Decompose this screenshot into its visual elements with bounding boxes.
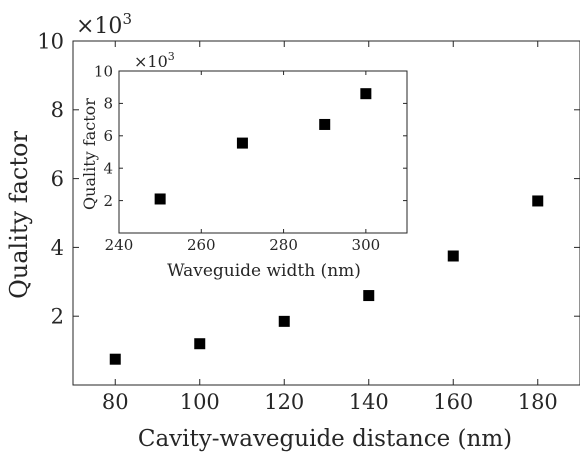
main-y-axis-label: Quality factor [5, 131, 33, 299]
main-data-point [447, 250, 459, 262]
main-y-tick-label: 8 [51, 98, 64, 122]
inset-plot-area [119, 71, 407, 233]
main-x-tick-label: 160 [433, 390, 473, 414]
inset-y-tick-label: 2 [103, 192, 113, 210]
main-exponent: ×103 [76, 10, 132, 39]
main-y-tick-label: 10 [37, 29, 64, 53]
main-data-point [109, 353, 121, 365]
inset-data-point [154, 193, 166, 205]
main-y-tick-label: 2 [51, 305, 64, 329]
inset-exponent: ×103 [134, 50, 175, 71]
inset-y-tick-label: 4 [103, 159, 113, 177]
main-x-tick-label: 80 [102, 390, 129, 414]
main-y-tick-label: 6 [51, 167, 64, 191]
main-x-axis-label: Cavity-waveguide distance (nm) [138, 426, 512, 452]
main-x-tick-label: 120 [264, 390, 304, 414]
inset-y-tick-label: 6 [103, 127, 113, 145]
inset-y-tick-label: 10 [94, 62, 113, 80]
main-y-tick-label: 4 [51, 236, 64, 260]
inset-axes-box [118, 70, 408, 234]
inset-data-point [319, 118, 331, 130]
main-x-tick-label: 100 [180, 390, 220, 414]
inset-data-point [360, 88, 372, 100]
main-plot: ×103 Cavity-waveguide distance (nm) Qual… [5, 10, 580, 452]
inset-x-tick-label: 300 [352, 236, 381, 254]
inset-x-tick-label: 280 [269, 236, 298, 254]
inset-y-axis-label: Quality factor [80, 98, 99, 210]
main-x-tick-label: 140 [349, 390, 389, 414]
inset-exponent-power: 3 [168, 50, 175, 63]
main-x-tick-label: 180 [518, 390, 558, 414]
inset-x-axis-label: Waveguide width (nm) [167, 261, 361, 281]
main-data-point [363, 290, 375, 302]
main-data-point [194, 338, 206, 350]
inset-data-point [236, 137, 248, 149]
main-axes-box [72, 40, 580, 386]
inset-x-tick-label: 260 [187, 236, 216, 254]
inset-y-tick-label: 8 [103, 95, 113, 113]
main-exponent-power: 3 [122, 10, 132, 28]
inset-plot: ×103 Waveguide width (nm) Quality factor… [80, 50, 408, 281]
main-data-point [278, 315, 290, 327]
main-data-point [532, 195, 544, 207]
inset-x-tick-label: 240 [105, 236, 134, 254]
